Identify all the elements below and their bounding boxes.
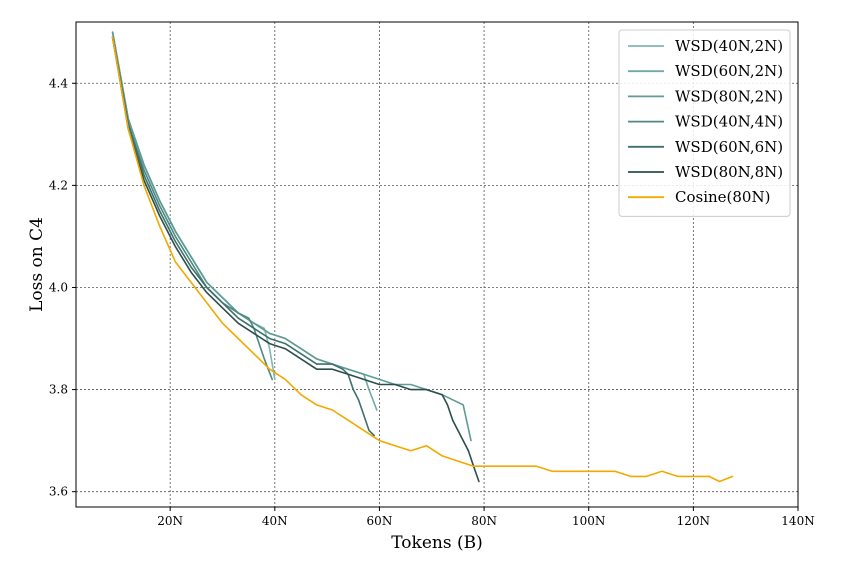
- legend-box: [618, 29, 791, 217]
- x-axis: 20N 40N 60N 80N 100N 120N 140N: [157, 507, 815, 528]
- series-line-wsd-40n-4n: [111, 36, 274, 381]
- y-axis: 3.6 3.8 4.0 4.2 4.4: [49, 76, 76, 499]
- legend-label: WSD(40N,4N): [675, 113, 783, 131]
- x-tick-label: 80N: [471, 514, 497, 528]
- x-tick-label: 20N: [157, 514, 183, 528]
- series-line-wsd-60n-2n: [111, 31, 378, 411]
- plot-frame: [75, 21, 799, 508]
- series-line-wsd-40n-2n: [111, 31, 276, 381]
- legend: WSD(40N,2N) WSD(60N,2N) WSD(80N,2N) WSD(40N…: [618, 29, 791, 217]
- series-line-wsd-60n-6n: [111, 36, 376, 437]
- legend-label: WSD(80N,8N): [675, 163, 783, 181]
- y-tick-label: 3.6: [49, 485, 68, 499]
- x-tick-label: 100N: [572, 514, 605, 528]
- x-tick-label: 140N: [781, 514, 814, 528]
- y-axis-title: Loss on C4: [27, 217, 47, 312]
- legend-label: WSD(80N,2N): [675, 87, 783, 105]
- x-axis-title: Tokens (B): [391, 533, 482, 553]
- y-tick-label: 4.2: [49, 178, 68, 192]
- legend-label: WSD(60N,6N): [675, 138, 783, 156]
- y-tick-label: 3.8: [49, 383, 68, 397]
- legend-label: WSD(40N,2N): [675, 37, 783, 55]
- x-tick-label: 40N: [262, 514, 288, 528]
- series-group: [111, 31, 734, 483]
- legend-label: Cosine(80N): [675, 188, 770, 206]
- series-line-wsd-80n-8n: [111, 36, 480, 483]
- legend-label: WSD(60N,2N): [675, 62, 783, 80]
- series-line-cosine-80n: [111, 36, 734, 483]
- y-tick-label: 4.0: [49, 280, 68, 294]
- series-line-wsd-80n-2n: [111, 31, 472, 442]
- y-tick-label: 4.4: [49, 76, 68, 90]
- x-tick-label: 60N: [367, 514, 393, 528]
- x-tick-label: 120N: [677, 514, 710, 528]
